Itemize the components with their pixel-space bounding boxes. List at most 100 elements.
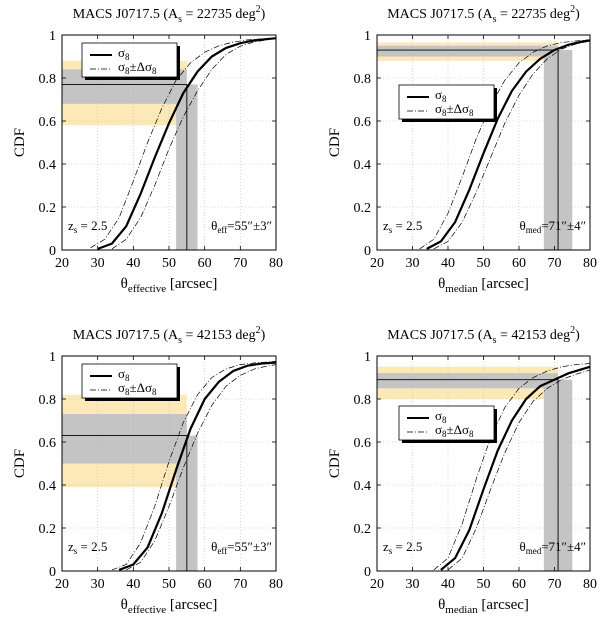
x-tick-label: 70 — [233, 256, 247, 271]
x-tick-label: 40 — [126, 577, 140, 592]
x-axis-label: θeffective [arcsec] — [121, 597, 218, 616]
y-axis-label: CDF — [12, 449, 28, 478]
y-tick-label: 0.2 — [354, 201, 372, 216]
series-sigma8-minus-line — [111, 37, 276, 250]
series-sigma8-plus-line — [90, 37, 276, 249]
y-axis-label: CDF — [327, 449, 343, 478]
x-tick-label: 60 — [198, 256, 212, 271]
y-tick-label: 1 — [364, 29, 371, 44]
x-tick-label: 50 — [477, 577, 491, 592]
y-tick-label: 0 — [364, 244, 371, 259]
y-axis-label: CDF — [12, 128, 28, 157]
x-tick-label: 80 — [583, 256, 597, 271]
x-tick-label: 60 — [198, 577, 212, 592]
y-tick-label: 0.2 — [354, 522, 372, 537]
series-sigma8-line — [440, 365, 590, 571]
y-tick-label: 0.8 — [354, 393, 372, 408]
legend-label-main: σ8 — [118, 45, 130, 62]
series-sigma8-plus-line — [419, 39, 590, 250]
y-axis-label: CDF — [327, 128, 343, 157]
theta-annotation: θmed=71″±4″ — [519, 539, 586, 556]
x-tick-label: 50 — [162, 577, 176, 592]
series-sigma8-line — [118, 361, 276, 571]
x-tick-label: 60 — [512, 256, 526, 271]
y-tick-label: 0.6 — [39, 436, 57, 451]
y-tick-label: 1 — [364, 350, 371, 365]
chart-panel-1: 20 30 40 50 60 70 80 0 0.2 0.4 0.6 0.8 1 MACS J0717.5… — [12, 4, 283, 295]
x-tick-label: 50 — [477, 256, 491, 271]
x-tick-label: 70 — [548, 577, 562, 592]
legend-label-main: σ8 — [118, 366, 130, 383]
x-tick-label: 80 — [583, 577, 597, 592]
y-tick-label: 0 — [364, 565, 371, 580]
x-tick-label: 40 — [441, 577, 455, 592]
y-tick-label: 0.4 — [354, 479, 372, 494]
x-tick-label: 70 — [548, 256, 562, 271]
legend-box — [81, 42, 178, 78]
y-tick-label: 0.6 — [354, 436, 372, 451]
x-tick-label: 40 — [126, 256, 140, 271]
legend-box — [81, 363, 178, 399]
series-sigma8-minus-line — [126, 364, 276, 571]
legend-label-band: σ8±Δσ8 — [118, 59, 157, 76]
series-sigma8-line — [426, 39, 590, 250]
zs-annotation: zs = 2.5 — [68, 539, 107, 556]
inner-band — [62, 414, 187, 464]
legend-label-main: σ8 — [435, 408, 447, 425]
chart-title: MACS J0717.5 (As = 42153 deg2) — [73, 325, 266, 346]
legend-label-band: σ8±Δσ8 — [435, 422, 474, 439]
x-axis-label: θmedian [arcsec] — [438, 276, 529, 295]
inner-band — [377, 373, 559, 389]
x-tick-label: 30 — [91, 577, 105, 592]
y-tick-label: 1 — [49, 29, 56, 44]
theta-annotation: θeff=55″±3″ — [211, 218, 272, 235]
y-tick-label: 0.6 — [354, 115, 372, 130]
x-tick-label: 50 — [162, 256, 176, 271]
x-axis-label: θeffective [arcsec] — [121, 276, 218, 295]
y-tick-label: 0.2 — [39, 522, 57, 537]
chart-title: MACS J0717.5 (As = 22735 deg2) — [387, 4, 580, 25]
x-tick-label: 80 — [269, 577, 283, 592]
x-tick-label: 40 — [441, 256, 455, 271]
y-tick-label: 0.2 — [39, 201, 57, 216]
theta-annotation: θeff=55″±3″ — [211, 539, 272, 556]
x-tick-label: 30 — [406, 577, 420, 592]
y-tick-label: 0.8 — [354, 72, 372, 87]
x-tick-label: 80 — [269, 256, 283, 271]
x-tick-label: 60 — [512, 577, 526, 592]
legend-label-band: σ8±Δσ8 — [118, 380, 157, 397]
x-tick-label: 30 — [91, 256, 105, 271]
y-tick-label: 0 — [49, 565, 56, 580]
series-sigma8-plus-line — [433, 363, 590, 571]
y-tick-label: 1 — [49, 350, 56, 365]
series-sigma8-plus-line — [111, 361, 276, 571]
zs-annotation: zs = 2.5 — [383, 218, 422, 235]
series-sigma8-line — [97, 37, 276, 250]
x-tick-label: 20 — [55, 577, 69, 592]
zs-annotation: zs = 2.5 — [68, 218, 107, 235]
legend-label-band: σ8±Δσ8 — [435, 101, 474, 118]
x-tick-label: 70 — [233, 577, 247, 592]
y-tick-label: 0.8 — [39, 393, 57, 408]
legend-box — [398, 405, 495, 441]
series-sigma8-minus-line — [447, 369, 590, 571]
y-tick-label: 0 — [49, 244, 56, 259]
legend-box — [398, 84, 495, 120]
chart-title: MACS J0717.5 (As = 22735 deg2) — [73, 4, 266, 25]
chart-panel-2: 20 30 40 50 60 70 80 0 0.2 0.4 0.6 0.8 1 MACS J0717.5… — [327, 4, 597, 295]
y-tick-label: 0.4 — [39, 479, 57, 494]
x-tick-label: 20 — [370, 256, 384, 271]
chart-title: MACS J0717.5 (As = 42153 deg2) — [387, 325, 580, 346]
x-tick-label: 20 — [370, 577, 384, 592]
y-tick-label: 0.4 — [354, 158, 372, 173]
x-tick-label: 20 — [55, 256, 69, 271]
chart-panel-3: 20 30 40 50 60 70 80 0 0.2 0.4 0.6 0.8 1 MACS J0717.5… — [12, 325, 283, 616]
inner-band — [377, 45, 559, 57]
legend-label-main: σ8 — [435, 87, 447, 104]
y-tick-label: 0.8 — [39, 72, 57, 87]
